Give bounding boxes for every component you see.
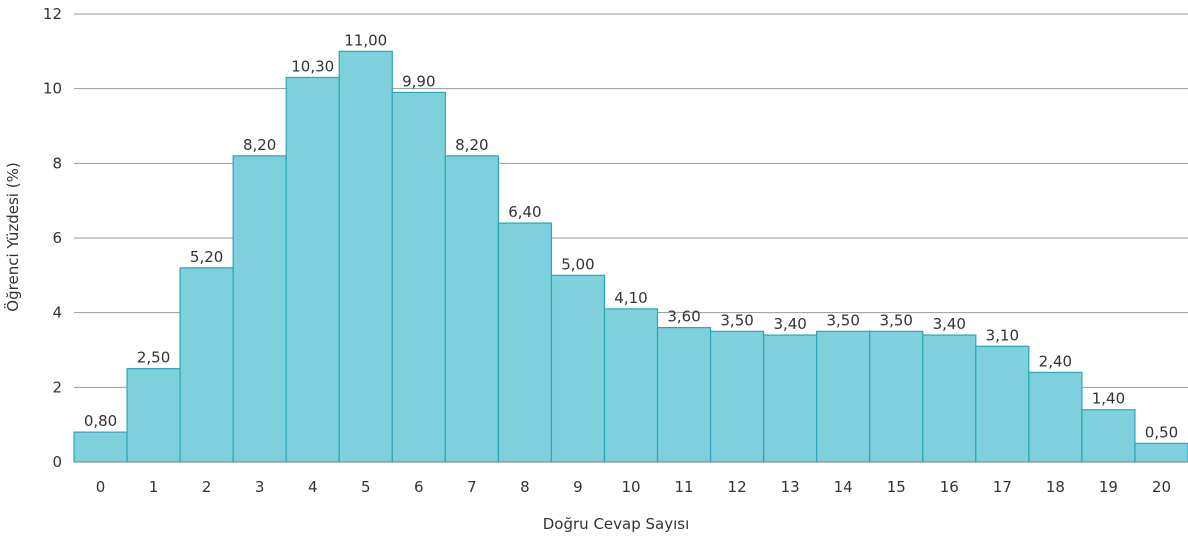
data-label: 3,10 bbox=[986, 326, 1019, 344]
bar bbox=[550, 274, 606, 463]
data-label: 2,40 bbox=[1039, 352, 1072, 370]
y-tick-label: 0 bbox=[52, 453, 62, 471]
x-tick-label: 19 bbox=[1099, 478, 1118, 496]
y-tick-label: 4 bbox=[52, 304, 62, 322]
x-tick-label: 9 bbox=[573, 478, 583, 496]
x-tick-label: 3 bbox=[255, 478, 265, 496]
bar bbox=[232, 155, 287, 463]
bar bbox=[816, 330, 871, 463]
data-label: 0,80 bbox=[84, 412, 117, 430]
x-tick-label: 2 bbox=[202, 478, 212, 496]
y-tick-label: 8 bbox=[52, 154, 62, 172]
bar bbox=[179, 267, 234, 463]
x-tick-label: 6 bbox=[414, 478, 424, 496]
bar bbox=[869, 330, 924, 463]
bar bbox=[338, 50, 393, 463]
bar bbox=[391, 91, 446, 463]
label-layer: 0,80 2,50 5,20 8,20 10,30 11,00 9,90 8,20 6,40 5,… bbox=[84, 31, 1178, 441]
data-label: 8,20 bbox=[455, 136, 488, 154]
y-axis-title: Öğrenci Yüzdesi (%) bbox=[3, 162, 22, 311]
x-tick-label: 20 bbox=[1152, 478, 1171, 496]
bar bbox=[497, 222, 553, 463]
data-label: 3,40 bbox=[933, 315, 966, 333]
x-tick-label: 1 bbox=[149, 478, 159, 496]
x-tick-label: 16 bbox=[940, 478, 959, 496]
data-label: 0,50 bbox=[1145, 423, 1178, 441]
x-tick-label: 0 bbox=[96, 478, 106, 496]
y-tick-label: 10 bbox=[43, 80, 62, 98]
data-label: 1,40 bbox=[1092, 390, 1125, 408]
x-tick-label: 15 bbox=[887, 478, 906, 496]
x-tick-label: 10 bbox=[621, 478, 640, 496]
bar bbox=[709, 330, 765, 463]
data-label: 3,40 bbox=[773, 315, 806, 333]
x-tick-label: 14 bbox=[834, 478, 853, 496]
bar-layer bbox=[73, 50, 1188, 463]
data-label: 5,00 bbox=[561, 255, 594, 273]
x-tick-label: 8 bbox=[520, 478, 530, 496]
data-label: 3,60 bbox=[667, 308, 700, 326]
x-tick-label: 5 bbox=[361, 478, 371, 496]
data-label: 9,90 bbox=[402, 72, 435, 90]
bar bbox=[1134, 442, 1188, 463]
x-tick-label: 11 bbox=[675, 478, 694, 496]
bar bbox=[922, 334, 977, 463]
x-tick-label: 12 bbox=[728, 478, 747, 496]
bar bbox=[603, 308, 659, 463]
data-label: 8,20 bbox=[243, 136, 276, 154]
data-label: 4,10 bbox=[614, 289, 647, 307]
bar bbox=[763, 334, 818, 463]
y-tick-label: 2 bbox=[52, 378, 62, 396]
bar bbox=[975, 345, 1030, 463]
x-tick-label: 7 bbox=[467, 478, 477, 496]
data-label: 3,50 bbox=[880, 311, 913, 329]
data-label: 5,20 bbox=[190, 248, 223, 266]
bar bbox=[656, 327, 712, 463]
data-label: 6,40 bbox=[508, 203, 541, 221]
bar bbox=[444, 155, 499, 463]
x-tick-label: 18 bbox=[1046, 478, 1065, 496]
bar bbox=[1028, 371, 1083, 463]
bar bbox=[126, 368, 181, 463]
data-label: 3,50 bbox=[720, 311, 753, 329]
data-label: 10,30 bbox=[291, 57, 334, 75]
data-label: 2,50 bbox=[137, 349, 170, 367]
x-axis-title: Doğru Cevap Sayısı bbox=[543, 515, 690, 533]
bar bbox=[1081, 409, 1136, 463]
data-label: 3,50 bbox=[826, 311, 859, 329]
data-label: 11,00 bbox=[344, 31, 387, 49]
bar bbox=[73, 431, 128, 463]
x-tick-label: 17 bbox=[993, 478, 1012, 496]
x-tick-label: 13 bbox=[781, 478, 800, 496]
x-tick-label: 4 bbox=[308, 478, 318, 496]
y-tick-label: 12 bbox=[43, 5, 62, 23]
y-tick-label: 6 bbox=[52, 229, 62, 247]
bar bbox=[285, 76, 340, 463]
